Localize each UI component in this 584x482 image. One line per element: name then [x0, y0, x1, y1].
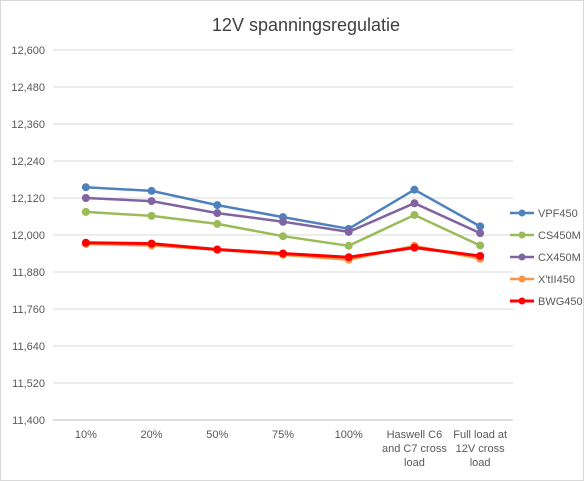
- legend-item: X'tII450: [510, 274, 575, 286]
- data-point: [147, 239, 156, 248]
- y-tick-label: 12,120: [11, 193, 45, 205]
- y-tick-label: 11,760: [12, 304, 45, 316]
- legend-swatch-marker: [518, 209, 526, 217]
- legend-label: VPF450: [538, 208, 578, 220]
- legend-item: CX450M: [510, 252, 581, 264]
- x-tick-label: 75%: [272, 429, 294, 441]
- data-point: [147, 197, 156, 206]
- legend-label: X'tII450: [538, 274, 575, 286]
- legend-item: BWG450: [510, 296, 583, 308]
- legend-swatch-marker: [518, 297, 526, 305]
- x-tick-label: Haswell C6 and C7 cross load: [382, 429, 447, 469]
- legend-label: BWG450: [538, 296, 583, 308]
- legend: VPF450 CS450M CX450M X'tII450 BWG450: [510, 208, 583, 308]
- data-point: [476, 229, 485, 238]
- data-point: [279, 249, 287, 258]
- data-point: [81, 183, 90, 192]
- x-tick-label: 20%: [141, 429, 163, 441]
- y-tick-label: 12,600: [11, 45, 45, 57]
- data-point: [81, 207, 90, 216]
- data-point: [476, 222, 485, 231]
- x-tick-label: 100%: [335, 429, 363, 441]
- y-tick-label: 11,520: [12, 378, 45, 390]
- data-point: [476, 251, 485, 260]
- y-tick-label: 12,240: [11, 156, 45, 168]
- data-point: [81, 194, 90, 202]
- series-vpf450: [81, 183, 485, 233]
- data-point: [410, 210, 419, 219]
- axes: 11,400 11,520 11,640 11,760 11,880 12,000 12,1…: [11, 45, 513, 469]
- legend-label: CS450M: [538, 230, 581, 242]
- data-point: [410, 185, 419, 194]
- x-tick-label: 50%: [206, 429, 228, 441]
- data-point: [410, 243, 419, 252]
- x-tick-label: 10%: [75, 429, 97, 441]
- series-bwg450: [81, 238, 485, 262]
- legend-swatch-marker: [518, 275, 526, 283]
- data-point: [213, 209, 222, 218]
- x-tick-label: Full load at 12V cross load: [453, 429, 507, 469]
- series-cx450m: [81, 194, 485, 238]
- data-point: [344, 253, 353, 262]
- data-point: [213, 201, 222, 210]
- data-point: [344, 227, 353, 236]
- y-tick-label: 11,400: [12, 415, 45, 427]
- data-point: [213, 219, 222, 228]
- data-point: [279, 232, 287, 241]
- y-tick-label: 12,360: [11, 119, 45, 131]
- legend-swatch-marker: [518, 253, 526, 261]
- y-tick-label: 11,880: [12, 267, 45, 279]
- chart-title: 12V spanningsregulatie: [212, 15, 400, 35]
- series-lines: [81, 183, 485, 264]
- data-point: [279, 217, 287, 226]
- y-tick-label: 12,000: [11, 230, 45, 242]
- data-point: [81, 238, 90, 247]
- y-tick-label: 11,640: [12, 341, 45, 353]
- legend-item: VPF450: [510, 208, 578, 220]
- data-point: [147, 186, 156, 195]
- y-tick-label: 12,480: [11, 82, 45, 94]
- legend-item: CS450M: [510, 230, 581, 242]
- data-point: [344, 241, 353, 250]
- legend-label: CX450M: [538, 252, 581, 264]
- data-point: [476, 241, 485, 250]
- data-point: [213, 245, 222, 254]
- series-cs450m: [81, 207, 485, 250]
- data-point: [410, 199, 419, 208]
- data-point: [147, 211, 156, 220]
- legend-swatch-marker: [518, 231, 526, 239]
